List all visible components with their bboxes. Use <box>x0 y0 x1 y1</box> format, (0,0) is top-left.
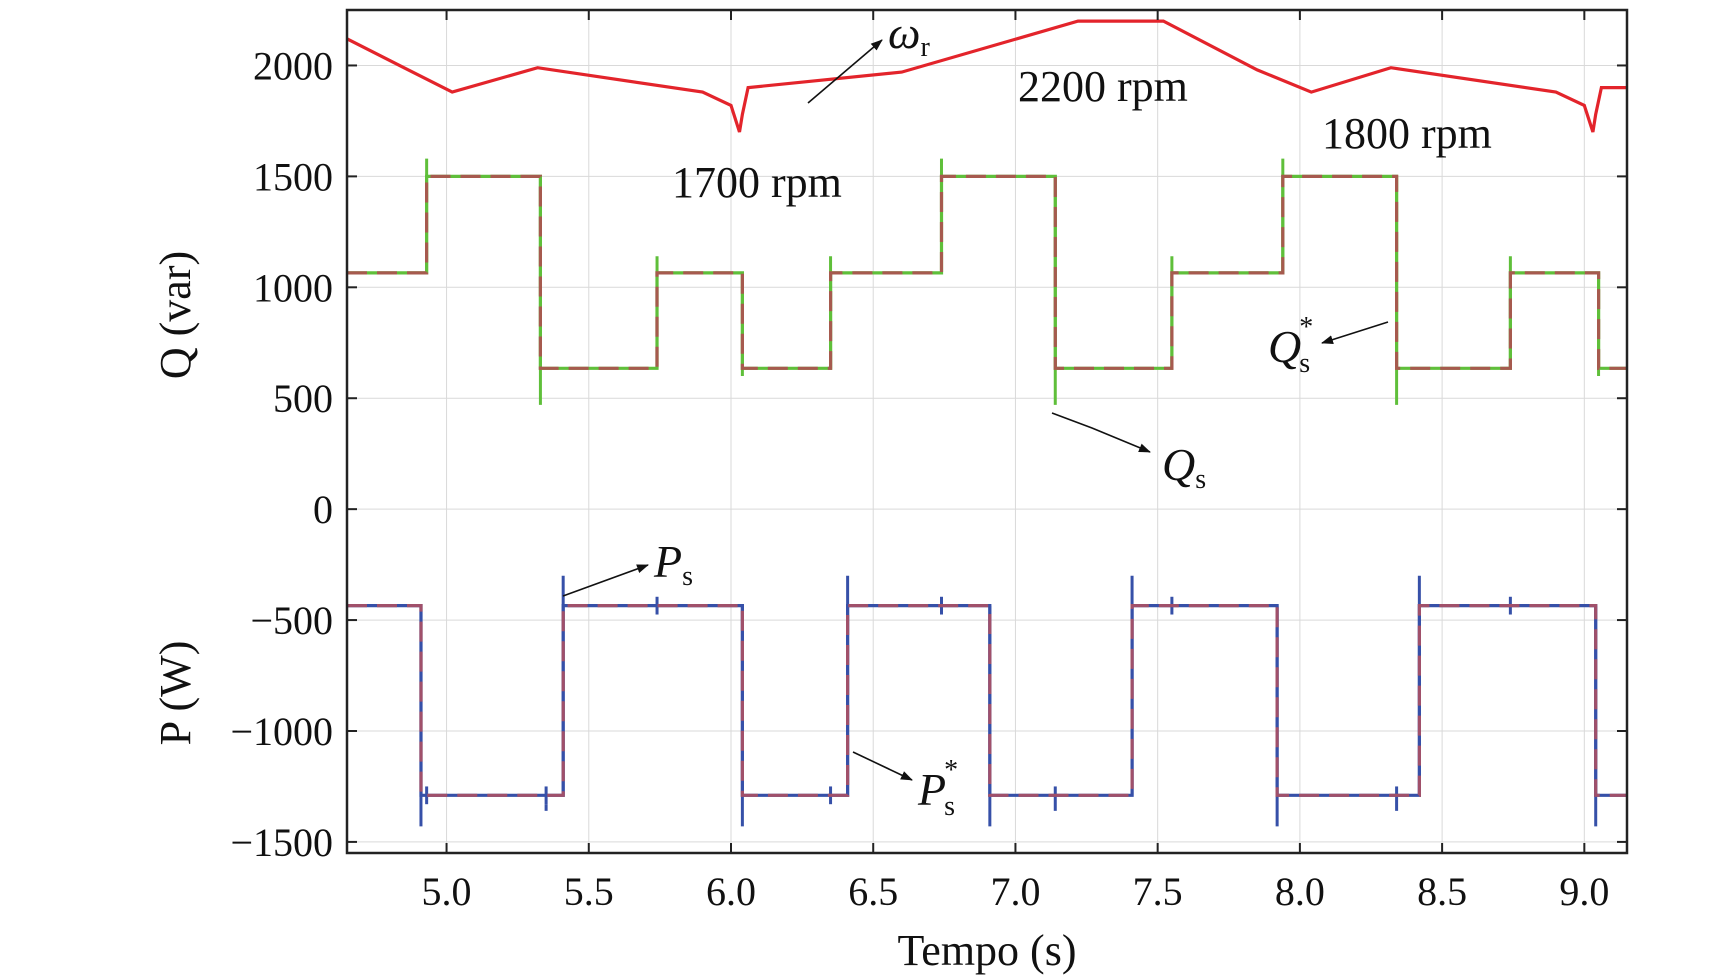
y-tick-label: −1000 <box>230 709 333 754</box>
ps-label-main: P <box>653 536 682 587</box>
axis-ticks: 5.0 5.5 6.0 6.5 7.0 7.5 8.0 8.5 9.0 2000 1500 1000 5… <box>230 10 1627 914</box>
omega-label-sub: r <box>920 32 930 63</box>
y-tick-label: 1000 <box>253 265 333 310</box>
qs-ref-arrow <box>1321 321 1389 344</box>
ps-label-sub: s <box>682 561 693 592</box>
x-tick-label: 6.0 <box>706 869 756 914</box>
omega-label: ωr <box>888 7 930 63</box>
y-axis-title-q: Q (var) <box>151 251 200 379</box>
ps-ref-label-sub: s <box>944 791 955 822</box>
ps-ref-label: P* s <box>917 755 958 822</box>
x-tick-label: 7.0 <box>990 869 1040 914</box>
series-line-q-s-ref <box>347 174 1627 370</box>
series-group <box>347 19 1627 827</box>
x-tick-label: 5.0 <box>422 869 472 914</box>
y-tick-label: 2000 <box>253 43 333 88</box>
annotations: ωr 1700 rpm 2200 rpm 1800 rpm Q* s Qs Ps … <box>562 7 1492 822</box>
series-line-omega-r <box>347 19 1627 133</box>
x-tick-label: 5.5 <box>564 869 614 914</box>
x-tick-label: 8.0 <box>1275 869 1325 914</box>
series-line-p-s <box>347 604 1627 797</box>
x-tick-label: 6.5 <box>848 869 898 914</box>
qs-ref-label-main: Q <box>1268 321 1301 372</box>
ps-label: Ps <box>653 536 693 592</box>
x-tick-label: 7.5 <box>1133 869 1183 914</box>
rpm-1700-label: 1700 rpm <box>672 158 842 207</box>
qs-ref-label-sub: s <box>1299 348 1310 379</box>
rpm-2200-label: 2200 rpm <box>1018 62 1188 111</box>
x-axis-title: Tempo (s) <box>898 926 1077 975</box>
y-tick-label: 0 <box>313 487 333 532</box>
y-tick-label: −1500 <box>230 820 333 865</box>
omega-label-main: ω <box>888 7 920 58</box>
x-tick-label: 9.0 <box>1559 869 1609 914</box>
plot-frame <box>345 8 1629 855</box>
qs-label: Qs <box>1162 439 1206 495</box>
y-tick-label: 500 <box>273 376 333 421</box>
plot-area <box>347 19 1627 827</box>
qs-ref-label-sup: * <box>1299 312 1313 343</box>
ps-ref-arrow <box>852 751 913 781</box>
omega-arrow <box>807 39 883 104</box>
ps-ref-label-sup: * <box>944 755 958 786</box>
qs-arrow <box>1051 412 1151 453</box>
series-line-p-s-ref <box>347 604 1627 797</box>
qs-ref-label: Q* s <box>1268 312 1313 379</box>
x-tick-label: 8.5 <box>1417 869 1467 914</box>
y-axis-title-p: P (W) <box>151 641 200 746</box>
y-tick-label: −500 <box>250 598 333 643</box>
ps-ref-label-main: P <box>917 764 946 815</box>
qs-label-main: Q <box>1162 439 1195 490</box>
rpm-1800-label: 1800 rpm <box>1322 109 1492 158</box>
ps-arrow <box>562 564 649 597</box>
y-tick-label: 1500 <box>253 154 333 199</box>
qs-label-sub: s <box>1195 464 1206 495</box>
grid <box>347 10 1627 853</box>
